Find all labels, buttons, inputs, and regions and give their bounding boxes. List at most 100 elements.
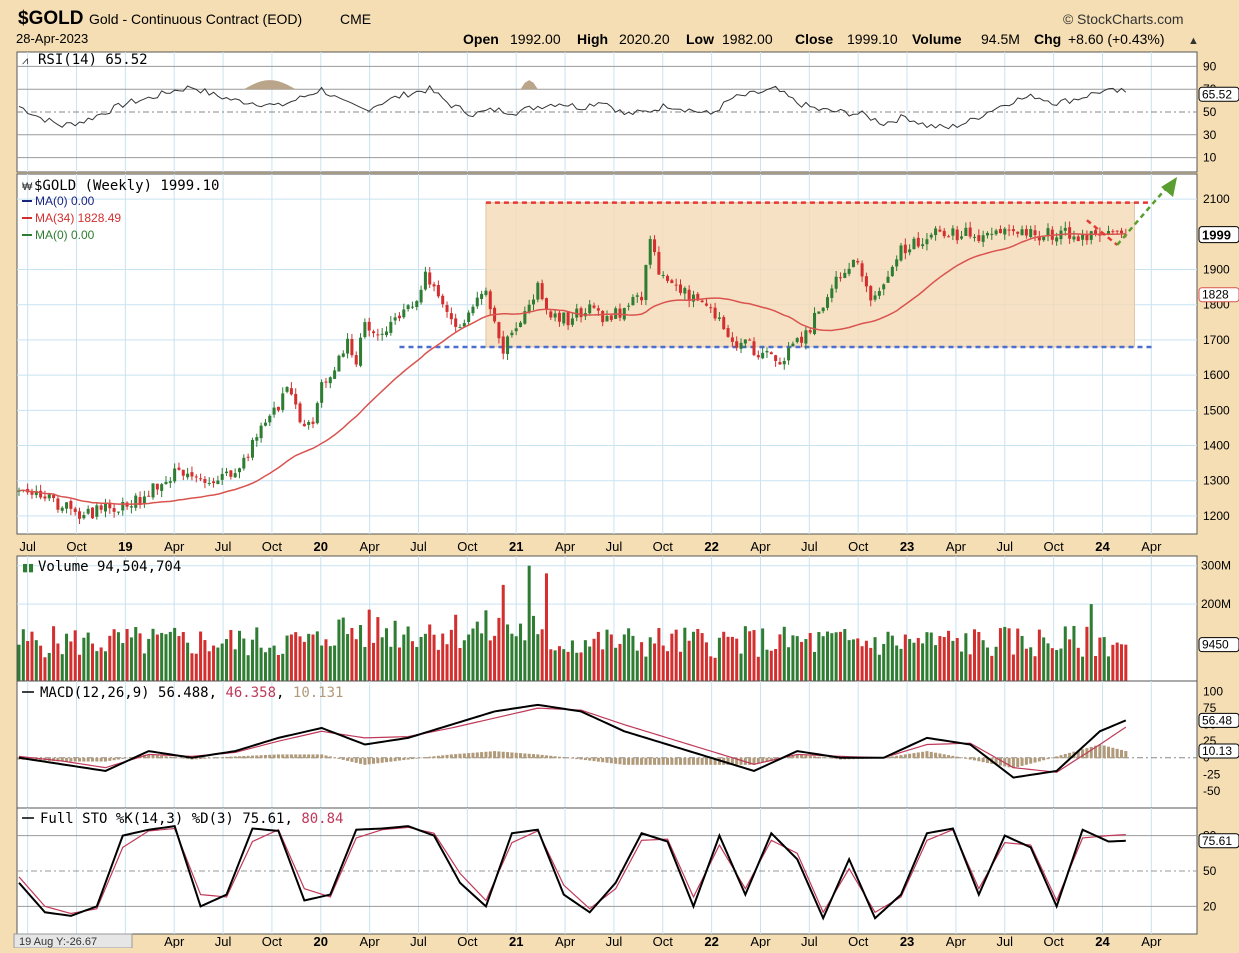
candle-body <box>795 338 799 343</box>
volume-label: Volume <box>912 31 962 47</box>
sto-d-line <box>18 826 1126 915</box>
cursor-readout: 19 Aug Y:-26.67 <box>19 936 97 948</box>
volume-bar <box>90 643 95 681</box>
candle-body <box>514 328 518 332</box>
candle-body <box>570 318 574 325</box>
macd-histogram-bar <box>696 757 700 765</box>
macd-histogram-bar <box>1016 757 1020 768</box>
sto-last-label: 75.61 <box>1202 834 1232 848</box>
volume-bar <box>471 628 475 681</box>
volume-bar <box>359 625 363 681</box>
candle-body <box>609 315 613 320</box>
volume-bar <box>73 630 77 681</box>
volume-bar <box>674 629 678 681</box>
macd-histogram-bar <box>614 757 618 764</box>
macd-histogram-bar <box>151 754 155 759</box>
candle-body <box>821 307 825 312</box>
volume-bar <box>631 635 635 681</box>
volume-bar <box>125 629 129 681</box>
candle-body <box>142 496 146 504</box>
volume-bar <box>782 626 786 681</box>
volume-bar <box>851 639 855 681</box>
volume-bar <box>1003 626 1007 681</box>
macd-histogram-bar <box>709 757 713 765</box>
volume-bar <box>164 634 168 681</box>
volume-bar <box>1042 637 1046 681</box>
x-axis-label-bottom: Jul <box>410 934 427 948</box>
price-last-label: 1999 <box>1202 228 1231 243</box>
candle-body <box>506 336 510 355</box>
x-axis-label-bottom: 21 <box>509 934 523 948</box>
macd-histogram-bar <box>739 757 743 765</box>
candle-body <box>968 227 972 237</box>
volume-bar <box>350 627 354 681</box>
volume-bar <box>890 635 894 681</box>
trading-range-box <box>485 202 1135 348</box>
macd-histogram-bar <box>95 757 99 762</box>
candle-body <box>687 289 691 302</box>
x-axis-label: Oct <box>1044 539 1065 554</box>
candle-body <box>631 297 635 306</box>
volume-bar <box>964 633 968 681</box>
candle-body <box>748 339 752 341</box>
macd-histogram-bar <box>955 756 959 759</box>
candle-body <box>1003 228 1007 235</box>
volume-bar <box>328 646 332 681</box>
volume-bar <box>225 639 229 681</box>
legend-label: MA(0) 0.00 <box>35 194 95 208</box>
volume-bar <box>687 640 691 681</box>
volume-bar <box>99 647 103 681</box>
candle-body <box>1037 236 1041 241</box>
macd-histogram-bar <box>484 751 488 759</box>
volume-tick-label: 300M <box>1201 559 1231 573</box>
candle-body <box>588 304 592 314</box>
macd-histogram-bar <box>315 754 319 759</box>
candle-body <box>263 422 267 426</box>
volume-bar <box>696 628 700 681</box>
macd-histogram-bar <box>795 754 799 759</box>
x-axis-label: Jul <box>996 539 1013 554</box>
candle-body <box>147 495 151 497</box>
candle-body <box>527 304 531 312</box>
x-axis-label: Apr <box>555 539 576 554</box>
macd-histogram-bar <box>194 757 198 760</box>
candle-body <box>17 490 21 492</box>
volume-bar <box>134 627 138 681</box>
macd-line <box>18 703 1127 779</box>
x-axis-label-bottom: Apr <box>360 934 381 948</box>
volume-bar <box>575 652 579 681</box>
volume-bar <box>402 634 406 681</box>
candle-body <box>882 284 886 290</box>
x-axis-label-bottom: Jul <box>801 934 818 948</box>
x-axis-label-bottom: Jul <box>215 934 232 948</box>
macd-histogram-bar <box>276 754 280 759</box>
volume-bar <box>756 656 760 681</box>
macd-histogram-bar <box>1007 757 1011 768</box>
volume-bar <box>423 633 427 681</box>
volume-bar <box>333 645 337 681</box>
candle-body <box>155 483 159 490</box>
macd-histogram-bar <box>510 752 514 759</box>
volume-bar <box>47 652 51 681</box>
volume-bar <box>307 633 311 681</box>
volume-bar <box>562 649 566 681</box>
volume-bar <box>259 647 263 681</box>
candle-body <box>462 323 466 327</box>
candle-body <box>99 505 103 510</box>
open-value: 1992.00 <box>510 31 561 47</box>
macd-histogram-bar <box>1094 745 1098 759</box>
volume-bar <box>142 653 146 681</box>
macd-histogram-bar <box>648 757 652 765</box>
candle-body <box>285 387 289 392</box>
macd-histogram-bar <box>890 756 894 759</box>
macd-histogram-bar <box>713 757 717 765</box>
volume-bar <box>354 639 358 681</box>
volume-bar <box>916 637 920 681</box>
volume-bar <box>1111 644 1115 681</box>
candle-body <box>138 497 142 506</box>
volume-bar <box>1007 628 1011 681</box>
volume-bar <box>895 645 899 681</box>
sto-title-prefix: Full STO %K(14,3) %D(3) <box>40 811 234 827</box>
macd-histogram-bar <box>674 757 678 765</box>
macd-histogram-bar <box>929 751 933 759</box>
